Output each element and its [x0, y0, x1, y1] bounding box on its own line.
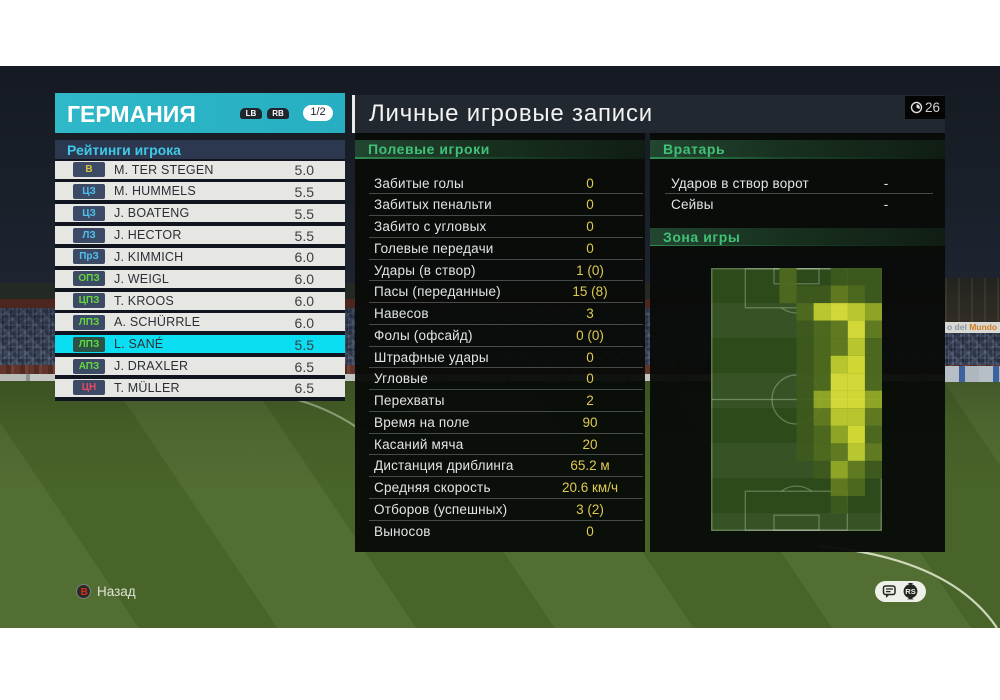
- svg-text:RS: RS: [905, 587, 915, 596]
